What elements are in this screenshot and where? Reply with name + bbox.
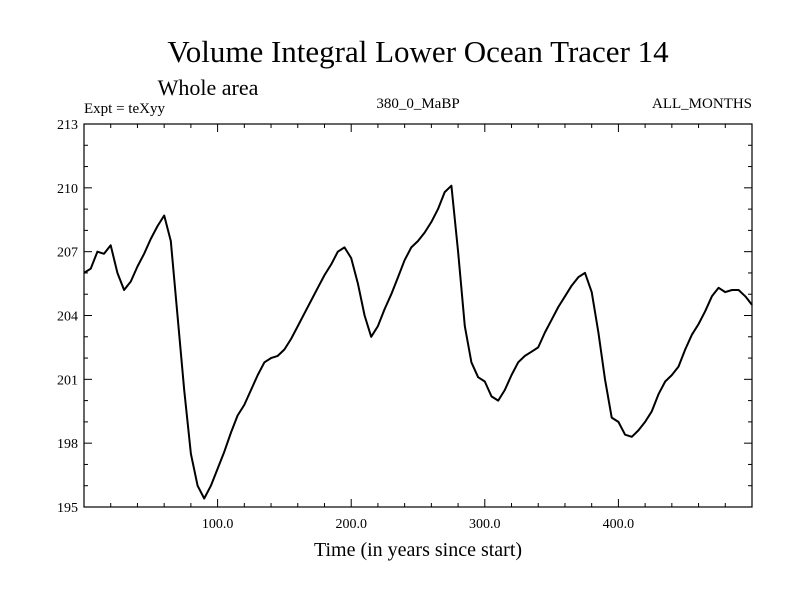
chart-title: Volume Integral Lower Ocean Tracer 14 <box>167 34 669 69</box>
x-tick-label: 300.0 <box>469 517 501 532</box>
y-tick-label: 195 <box>57 501 78 516</box>
months-label: ALL_MONTHS <box>652 96 752 112</box>
y-tick-label: 198 <box>57 437 78 452</box>
x-tick-label: 200.0 <box>335 517 367 532</box>
y-tick-label: 213 <box>57 118 78 133</box>
x-axis: 100.0 200.0 300.0 400.0 <box>110 124 726 532</box>
period-label: 380_0_MaBP <box>376 96 459 112</box>
x-axis-label: Time (in years since start) <box>314 539 522 561</box>
series-line-0 <box>83 184 753 500</box>
y-tick-label: 207 <box>57 246 78 261</box>
chart-subtitle: Whole area <box>158 75 259 100</box>
series-layer <box>83 184 753 500</box>
plot-frame <box>83 123 753 508</box>
x-tick-label: 100.0 <box>202 517 234 532</box>
y-axis: 195 198 201 204 207 210 213 <box>57 118 752 516</box>
y-tick-label: 201 <box>57 373 78 388</box>
y-tick-label: 204 <box>57 310 78 325</box>
x-tick-label: 400.0 <box>603 517 635 532</box>
y-tick-label: 210 <box>57 182 78 197</box>
experiment-label: Expt = teXyy <box>84 101 165 117</box>
